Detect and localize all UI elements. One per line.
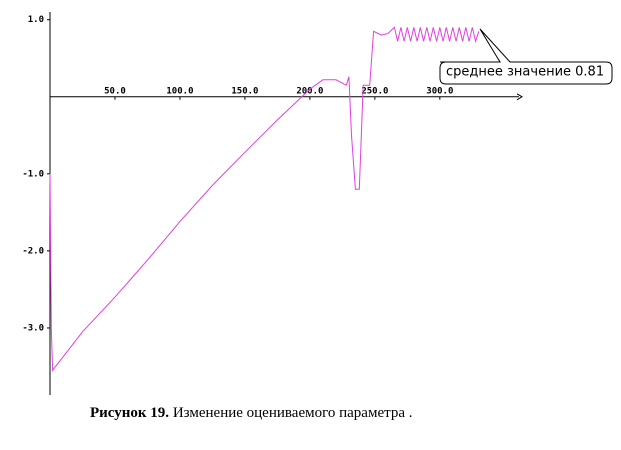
x-tick-label: 250.0: [361, 86, 388, 96]
caption: Рисунок 19. Изменение оцениваемого парам…: [90, 405, 413, 421]
y-tick-label: -2.0: [22, 246, 44, 256]
annotation: среднее значение 0.81: [446, 65, 604, 80]
annotation-callout: [439, 28, 613, 85]
y-tick-label: -1.0: [22, 169, 44, 179]
x-axis-arrow: [516, 93, 523, 101]
x-tick-label: 100.0: [166, 86, 193, 96]
caption-label: Рисунок 19.: [90, 405, 169, 421]
data-line: [49, 26, 480, 372]
y-tick-label: 1.0: [28, 15, 44, 25]
x-tick-label: 200.0: [296, 86, 323, 96]
y-tick-label: -3.0: [22, 323, 44, 333]
x-tick-label: 300.0: [426, 86, 453, 96]
x-tick-label: 50.0: [104, 86, 126, 96]
caption-text: Изменение оцениваемого параметра .: [173, 405, 413, 421]
x-tick-label: 150.0: [231, 86, 258, 96]
